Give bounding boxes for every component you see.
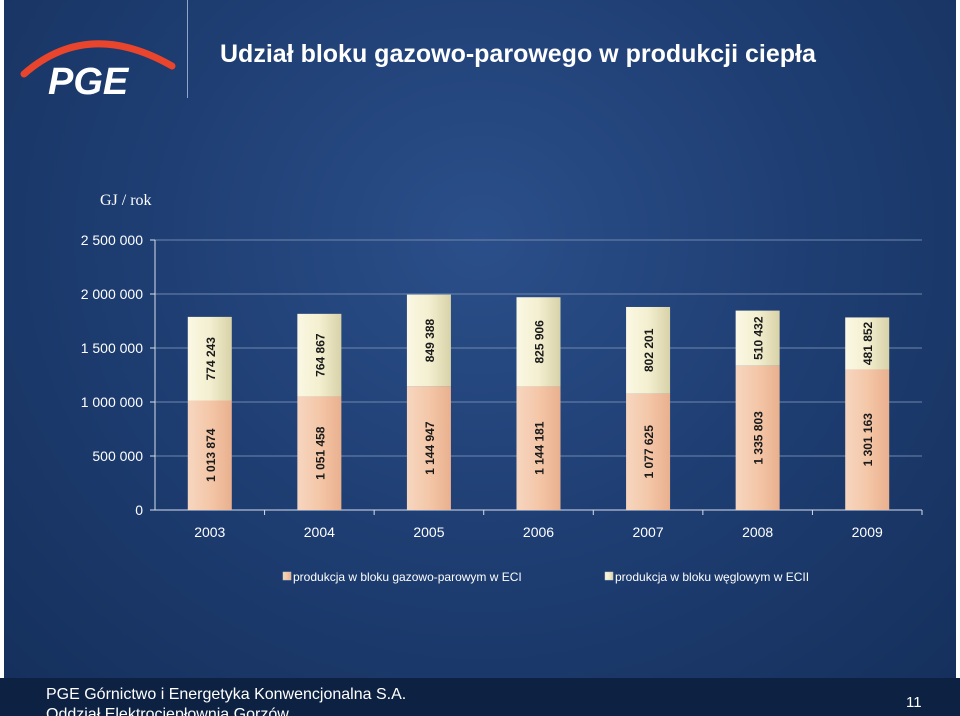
y-tick-label: 2 000 000	[81, 286, 143, 302]
x-tick-label-2004: 2004	[304, 524, 335, 540]
bar-gas-2004	[297, 396, 342, 510]
data-label-coal-2005: 849 388	[423, 318, 437, 362]
data-label-gas-2007: 1 077 625	[642, 425, 656, 479]
y-tick-label: 0	[135, 502, 143, 518]
y-tick-label: 1 000 000	[81, 394, 143, 410]
x-tick-label-2005: 2005	[413, 524, 444, 540]
bar-coal-2009	[845, 317, 890, 370]
legend-gas-label: produkcja w bloku gazowo-parowym w ECI	[293, 570, 522, 584]
data-label-coal-2009: 481 852	[861, 321, 875, 365]
y-axis-unit: GJ / rok	[100, 192, 152, 209]
bar-gas-2008	[735, 365, 780, 510]
logo-text: PGE	[48, 61, 130, 103]
logo-arc	[20, 40, 176, 78]
y-tick-label: 1 500 000	[81, 340, 143, 356]
data-label-coal-2004: 764 867	[313, 333, 327, 377]
data-label-coal-2008: 510 432	[752, 316, 766, 360]
data-label-coal-2007: 802 201	[642, 328, 656, 372]
footer-branch: Oddział Elektrociepłownia Gorzów	[46, 706, 289, 716]
bar-coal-2008	[735, 310, 780, 366]
footer-company: PGE Górnictwo i Energetyka Konwencjonaln…	[46, 686, 407, 703]
bar-gas-2006	[516, 386, 561, 510]
data-label-gas-2004: 1 051 458	[313, 426, 327, 480]
data-label-gas-2006: 1 144 181	[533, 421, 547, 475]
bar-gas-2009	[845, 369, 890, 510]
y-tick-label: 2 500 000	[81, 232, 143, 248]
bar-gas-2003	[187, 400, 232, 510]
data-label-gas-2009: 1 301 163	[861, 413, 875, 467]
legend-coal-label: produkcja w bloku węglowym w ECII	[615, 570, 809, 584]
bar-coal-2004	[297, 313, 342, 397]
y-tick-label: 500 000	[92, 448, 143, 464]
x-tick-label-2009: 2009	[852, 524, 883, 540]
legend-gas-swatch	[282, 571, 292, 581]
pge-logo: PGE	[20, 40, 176, 103]
data-label-gas-2005: 1 144 947	[423, 421, 437, 475]
bar-coal-2007	[626, 306, 671, 394]
bar-coal-2003	[187, 316, 232, 401]
bar-coal-2005	[406, 294, 451, 387]
bar-gas-2007	[626, 393, 671, 510]
page-number: 11	[906, 694, 922, 711]
x-tick-label-2007: 2007	[632, 524, 663, 540]
slide-title: Udział bloku gazowo-parowego w produkcji…	[220, 40, 816, 68]
x-tick-label-2003: 2003	[194, 524, 225, 540]
data-label-coal-2006: 825 906	[533, 320, 547, 364]
bar-coal-2006	[516, 297, 561, 387]
logo-divider	[187, 0, 188, 98]
x-tick-label-2008: 2008	[742, 524, 773, 540]
legend-coal-swatch	[604, 571, 614, 581]
bar-gas-2005	[406, 386, 451, 510]
x-tick-label-2006: 2006	[523, 524, 554, 540]
data-label-gas-2003: 1 013 874	[204, 428, 218, 482]
content-panel	[4, 0, 956, 678]
footer-bar: PGE Górnictwo i Energetyka Konwencjonaln…	[0, 678, 960, 716]
data-label-gas-2008: 1 335 803	[752, 411, 766, 465]
data-label-coal-2003: 774 243	[204, 337, 218, 381]
